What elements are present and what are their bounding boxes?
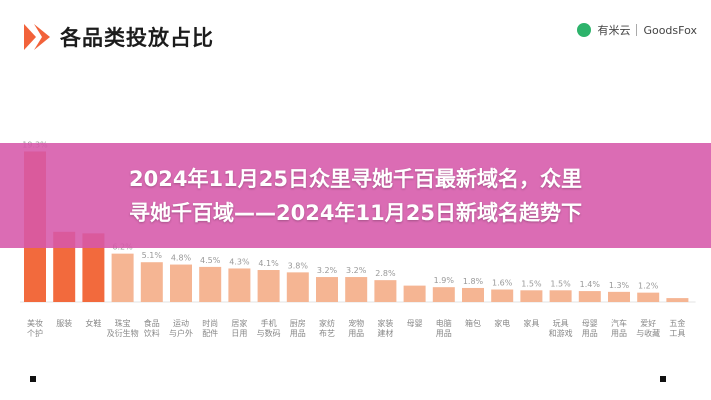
bar-12 [374, 280, 397, 302]
headline-line-2: 寻她千百域——2024年11月25日新域名趋势下 [129, 200, 582, 225]
bar-17 [520, 290, 543, 302]
partner-logos: 有米云 GoodsFox [577, 22, 697, 38]
bar-value-label-11: 3.2% [346, 266, 367, 275]
category-label-0: 美妆个护 [27, 318, 43, 338]
bar-7 [228, 268, 251, 302]
category-label-21: 爱好与收藏 [636, 318, 660, 338]
category-label-18: 玩具和游戏 [549, 319, 573, 338]
youmi-logo-icon [577, 23, 592, 37]
category-label-4: 食品饮料 [144, 318, 160, 338]
bar-6 [199, 266, 222, 302]
bar-value-label-21: 1.2% [638, 282, 659, 291]
category-label-19: 母婴用品 [582, 319, 598, 338]
bar-value-label-4: 5.1% [142, 251, 163, 260]
bar-2 [82, 233, 105, 302]
bar-19 [578, 291, 601, 302]
bar-11 [345, 277, 368, 302]
bar-13 [403, 285, 426, 302]
bar-value-label-5: 4.8% [171, 254, 192, 263]
bar-14 [432, 287, 455, 302]
bar-value-label-17: 1.5% [521, 279, 542, 288]
bar-value-label-8: 4.1% [258, 259, 279, 268]
category-label-11: 宠物用品 [348, 318, 364, 338]
category-label-14: 电脑用品 [436, 318, 452, 338]
category-label-5: 运动与户外 [169, 318, 193, 338]
bar-8 [257, 270, 280, 302]
category-label-3: 珠宝及衍生物 [107, 318, 139, 338]
category-label-12: 家装建材 [377, 318, 393, 338]
category-label-10: 家纺布艺 [319, 318, 335, 338]
bar-value-label-12: 2.8% [375, 269, 396, 278]
headline-line-1: 2024年11月25日众里寻她千百最新域名，众里 [129, 166, 582, 191]
category-label-1: 服装 [56, 318, 72, 328]
bar-value-label-16: 1.6% [492, 279, 513, 288]
chart-title: 各品类投放占比 [60, 26, 214, 50]
bar-value-label-7: 4.3% [229, 257, 250, 266]
category-label-8: 手机与数码 [257, 318, 281, 338]
bar-15 [462, 287, 484, 302]
bar-value-label-20: 1.3% [609, 281, 630, 290]
bar-20 [608, 291, 630, 302]
category-label-6: 时尚配件 [202, 318, 218, 338]
partner-divider [636, 24, 638, 36]
bar-value-label-15: 1.8% [463, 277, 484, 286]
brand-logo-icon [24, 24, 50, 50]
category-label-22: 五金工具 [669, 318, 685, 338]
partner-left-label: 有米云 [597, 24, 631, 37]
headline-banner: 2024年11月25日众里寻她千百最新域名，众里 寻她千百域——2024年11月… [0, 143, 711, 248]
corner-mark [660, 376, 666, 382]
bar-3 [111, 253, 134, 302]
bar-22 [666, 298, 689, 302]
corner-mark [30, 376, 36, 382]
bar-value-label-14: 1.9% [434, 276, 455, 285]
category-label-13: 母婴 [407, 319, 423, 328]
category-label-20: 汽车用品 [611, 318, 627, 338]
category-label-9: 厨房用品 [290, 318, 306, 338]
bar-21 [637, 292, 660, 302]
bar-value-label-19: 1.4% [580, 280, 601, 289]
category-label-2: 女鞋 [85, 318, 101, 328]
partner-right-label: GoodsFox [643, 23, 697, 37]
bar-18 [549, 290, 572, 302]
category-label-15: 箱包 [465, 318, 481, 328]
category-label-16: 家电 [494, 318, 510, 328]
category-label-17: 家具 [523, 318, 539, 328]
bar-value-label-18: 1.5% [550, 279, 571, 288]
bar-10 [316, 277, 338, 302]
bar-value-label-9: 3.8% [288, 261, 309, 270]
bar-5 [170, 264, 192, 302]
bar-16 [491, 289, 514, 302]
bar-1 [53, 231, 76, 302]
bar-4 [140, 262, 163, 302]
category-label-7: 居家日用 [231, 318, 247, 338]
bar-value-label-10: 3.2% [317, 266, 338, 275]
bar-value-label-6: 4.5% [200, 256, 221, 265]
bar-9 [286, 272, 309, 302]
